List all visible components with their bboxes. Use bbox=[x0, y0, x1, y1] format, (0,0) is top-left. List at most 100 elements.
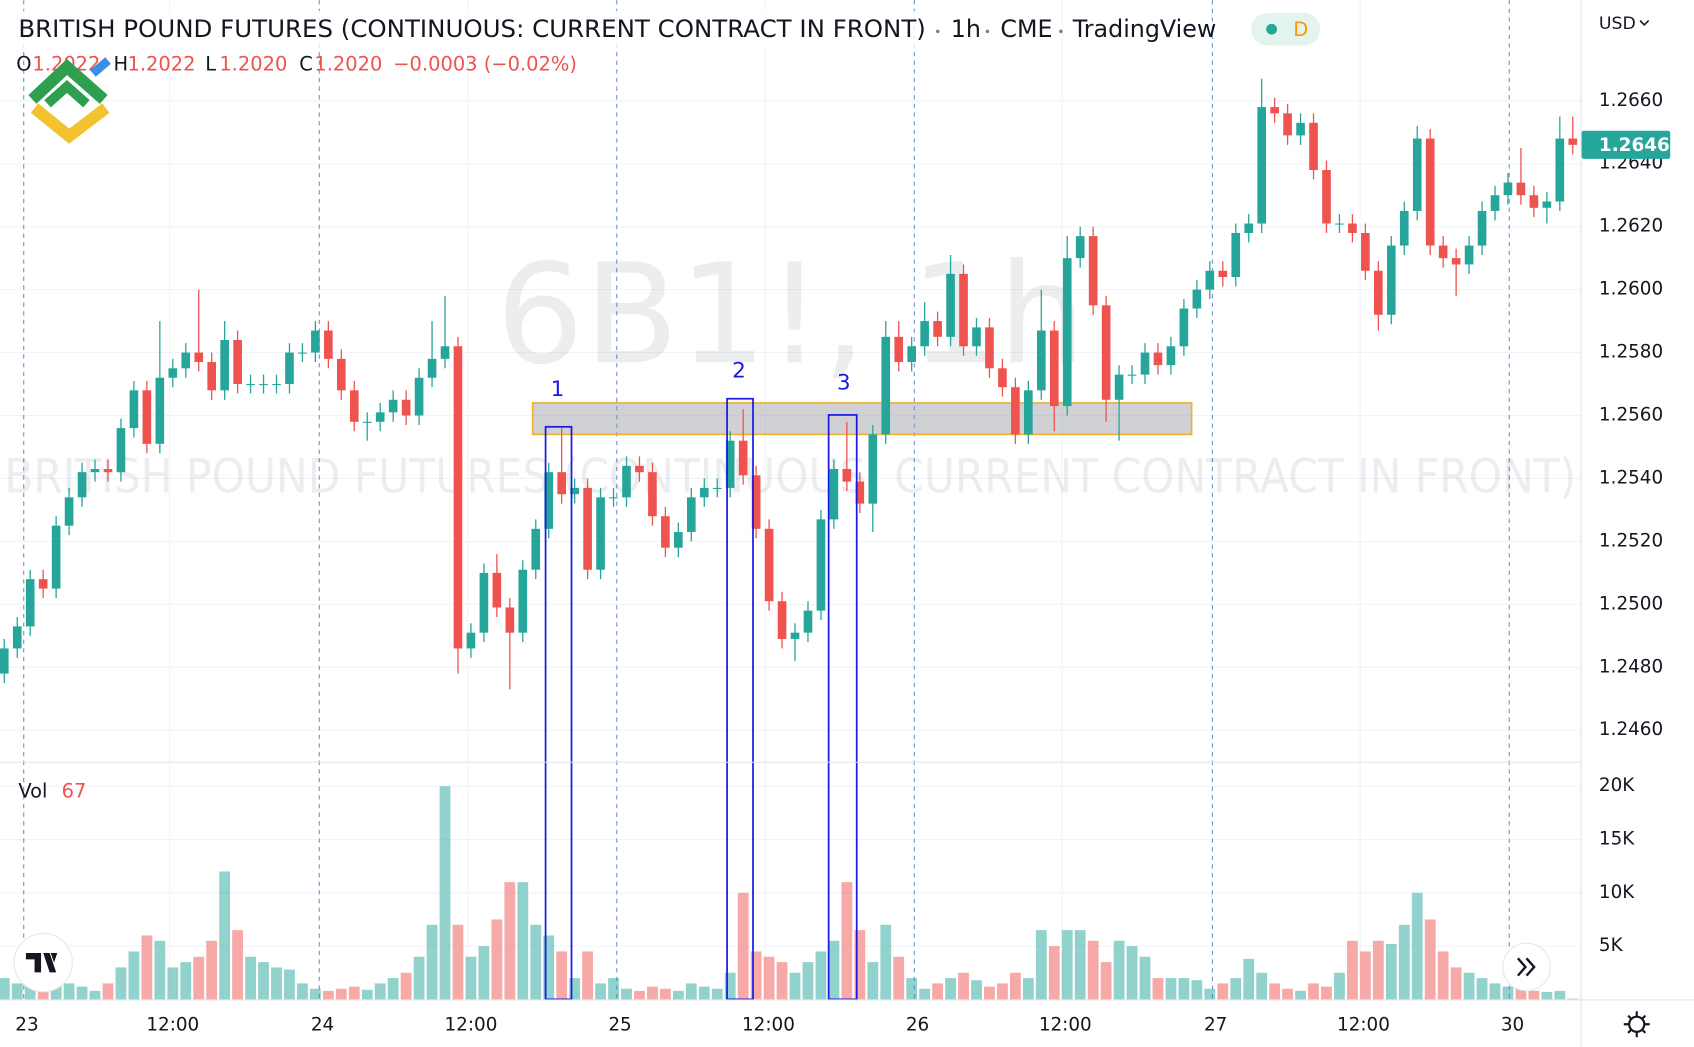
volume-title: Vol bbox=[18, 779, 47, 802]
separator-dot bbox=[1059, 29, 1063, 34]
candle-body bbox=[77, 472, 87, 498]
candle-body bbox=[790, 632, 800, 639]
candle-body bbox=[1011, 387, 1020, 435]
volume-bar bbox=[724, 972, 736, 1000]
candle-body bbox=[155, 377, 165, 444]
volume-bar bbox=[11, 983, 23, 1000]
candle-body bbox=[557, 472, 567, 495]
badge-dot bbox=[1266, 23, 1277, 35]
candle-body bbox=[142, 390, 152, 444]
y-tick-label: 1.2540 bbox=[1599, 467, 1663, 488]
candle-body bbox=[622, 465, 631, 498]
y-tick-label: 1.2460 bbox=[1599, 719, 1663, 740]
volume-bar bbox=[413, 956, 425, 1000]
candle-body bbox=[777, 601, 787, 639]
candle-body bbox=[1374, 270, 1383, 315]
candle-body bbox=[103, 469, 113, 473]
candle-body bbox=[168, 368, 178, 378]
volume-bar bbox=[335, 988, 347, 1000]
volume-bar bbox=[893, 956, 905, 1000]
candle-body bbox=[401, 399, 411, 416]
candle-body bbox=[1516, 182, 1526, 196]
volume-bar bbox=[1567, 998, 1579, 1000]
volume-bar bbox=[659, 988, 671, 1000]
volume-bar bbox=[789, 972, 801, 1000]
x-tick-label: 12:00 bbox=[1039, 1014, 1092, 1035]
scroll-right-button[interactable] bbox=[1502, 942, 1551, 992]
volume-bar bbox=[1061, 930, 1073, 1000]
volume-bar bbox=[167, 967, 179, 1000]
candle-body bbox=[725, 440, 735, 488]
ohlc-key: O bbox=[16, 52, 31, 75]
volume-bar bbox=[115, 967, 127, 1000]
volume-bar bbox=[569, 978, 581, 1000]
candle-body bbox=[583, 487, 592, 570]
volume-bar bbox=[945, 978, 956, 1000]
candle-body bbox=[1542, 201, 1552, 208]
ohlc-key: H bbox=[113, 52, 128, 75]
ohlc-key: C bbox=[299, 52, 313, 75]
badge-label: D bbox=[1293, 18, 1308, 41]
volume-bar bbox=[880, 924, 892, 1000]
volume-bar bbox=[465, 956, 477, 1000]
candle-body bbox=[1386, 245, 1396, 315]
volume-bar bbox=[1048, 946, 1060, 1000]
tradingview-logo[interactable] bbox=[13, 932, 73, 993]
broker-logo bbox=[28, 57, 111, 144]
candle-body bbox=[194, 352, 204, 363]
volume-bar bbox=[763, 956, 775, 1000]
volume-bar bbox=[867, 962, 879, 1000]
volume-bar bbox=[180, 962, 192, 1000]
volume-bar bbox=[802, 962, 814, 1000]
annotation-label: 1 bbox=[551, 377, 565, 402]
candle-body bbox=[764, 528, 774, 602]
candle-body bbox=[1361, 232, 1370, 271]
candle-body bbox=[1399, 210, 1409, 246]
candle-body bbox=[946, 273, 955, 337]
candle-body bbox=[440, 346, 450, 359]
volume-bar bbox=[828, 940, 840, 1000]
candle-body bbox=[1205, 270, 1215, 290]
y-tick-label: 1.2600 bbox=[1599, 279, 1663, 300]
volume-bar bbox=[1515, 988, 1527, 1000]
y-tick-label: 1.2560 bbox=[1599, 405, 1663, 426]
header-bg bbox=[10, 10, 940, 48]
volume-bar bbox=[1489, 983, 1501, 1000]
x-tick-label: 12:00 bbox=[146, 1014, 199, 1035]
volume-bar bbox=[1295, 990, 1306, 1000]
settings-button[interactable] bbox=[1623, 1011, 1650, 1038]
volume-bar bbox=[932, 983, 944, 1000]
volume-tick-label: 15K bbox=[1599, 829, 1635, 850]
volume-bar bbox=[1152, 978, 1164, 1000]
volume-bar bbox=[672, 990, 684, 1000]
watermark: 6B1!, 1h BRITISH POUND FUTURES (CONTINUOU… bbox=[4, 234, 1576, 504]
candle-body bbox=[466, 632, 476, 649]
header-item: TradingView bbox=[1072, 15, 1217, 43]
candle-body bbox=[362, 421, 372, 423]
ohlc-change: −0.0003 (−0.02%) bbox=[393, 52, 577, 75]
volume-bar bbox=[193, 956, 205, 1000]
candle-body bbox=[1270, 107, 1279, 114]
candle-body bbox=[1503, 182, 1513, 196]
candle-body bbox=[1062, 258, 1072, 407]
volume-bar bbox=[439, 786, 451, 1000]
volume-bar bbox=[1308, 983, 1319, 1000]
candle-body bbox=[738, 440, 748, 476]
x-tick-label: 23 bbox=[15, 1014, 38, 1035]
volume-bar bbox=[543, 935, 555, 1000]
ohlc-value: 1.2020 bbox=[219, 52, 287, 75]
candle-body bbox=[25, 579, 35, 627]
candle-body bbox=[453, 346, 463, 649]
candle-body bbox=[842, 469, 852, 482]
candle-body bbox=[38, 579, 48, 589]
volume-bar bbox=[374, 983, 386, 1000]
candle-body bbox=[1451, 258, 1461, 265]
candle-body bbox=[1257, 107, 1266, 224]
candle-body bbox=[388, 399, 398, 413]
candle-body bbox=[1568, 138, 1578, 145]
currency-label: USD bbox=[1599, 14, 1636, 34]
candle-body bbox=[1464, 245, 1474, 265]
chart-title: BRITISH POUND FUTURES (CONTINUOUS: CURRE… bbox=[18, 15, 926, 43]
candle-body bbox=[751, 475, 761, 529]
volume-bar bbox=[1502, 986, 1514, 1000]
